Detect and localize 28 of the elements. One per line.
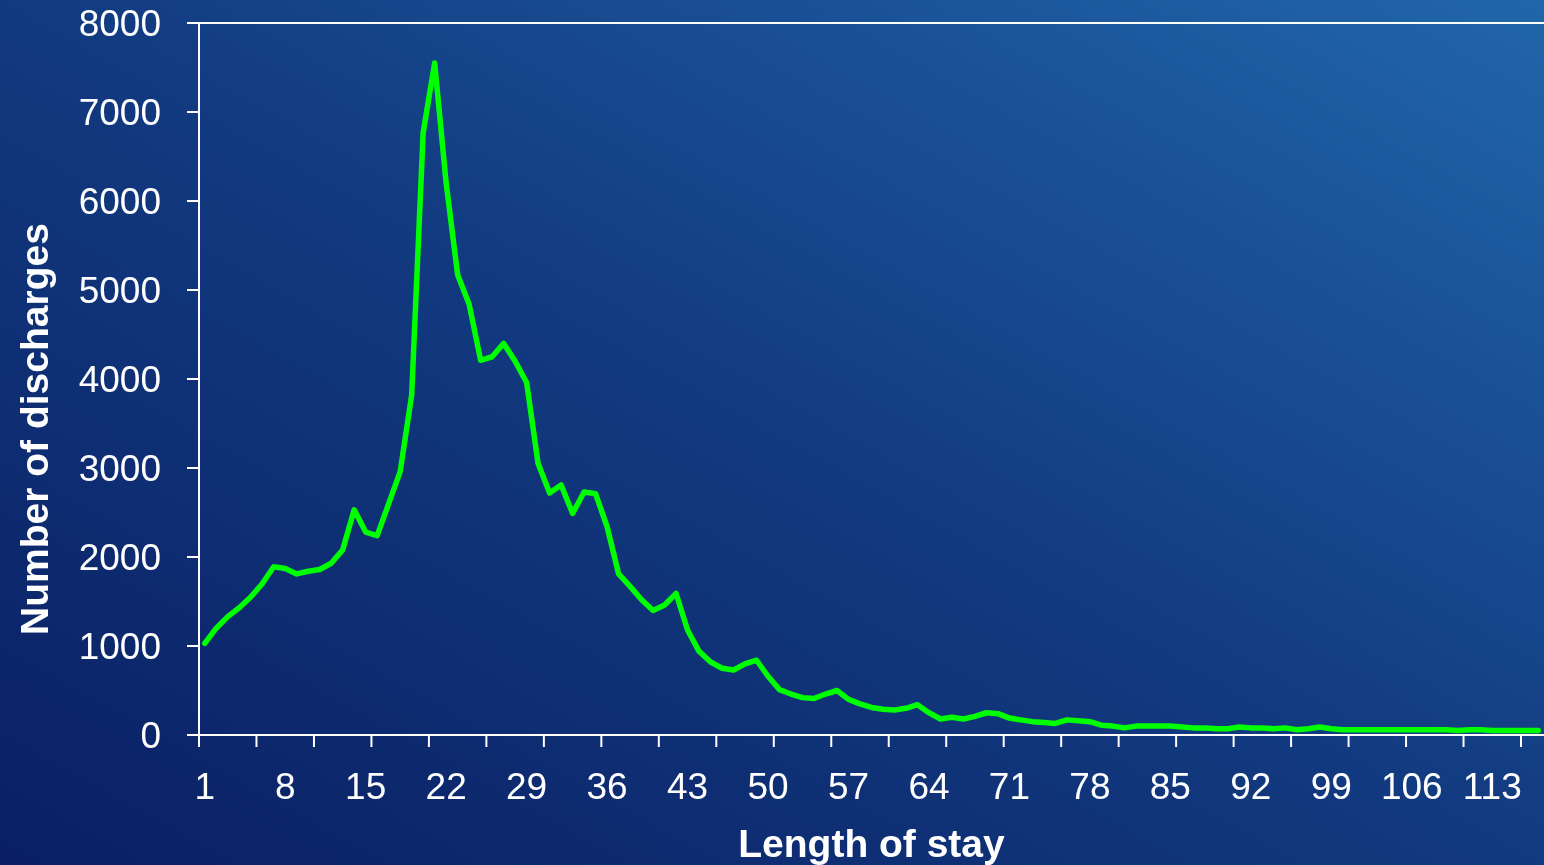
y-axis-title: Number of discharges — [13, 223, 56, 635]
x-axis-title: Length of stay — [738, 822, 1006, 865]
x-tick-label: 106 — [1380, 766, 1443, 807]
x-tick-label: 36 — [586, 766, 628, 807]
y-tick-label: 5000 — [78, 269, 161, 311]
y-tick-label: 6000 — [78, 180, 161, 222]
y-tick-label: 1000 — [78, 625, 161, 667]
x-tick-label: 64 — [908, 766, 950, 807]
y-tick-label: 2000 — [78, 536, 161, 578]
x-tick-label: 78 — [1069, 766, 1111, 807]
x-tick-label: 43 — [666, 766, 709, 807]
x-tick-label: 1 — [194, 766, 216, 807]
x-tick-label: 22 — [425, 766, 467, 807]
y-tick-label: 0 — [140, 714, 161, 756]
y-tick-label: 4000 — [78, 358, 161, 400]
x-tick-label: 57 — [827, 766, 870, 807]
x-tick-label: 85 — [1149, 766, 1191, 807]
x-tick-label: 8 — [274, 766, 296, 807]
y-tick-label: 7000 — [78, 91, 161, 133]
x-tick-label: 113 — [1462, 766, 1522, 807]
y-tick-label: 3000 — [78, 447, 161, 489]
x-tick-label: 92 — [1230, 766, 1272, 807]
x-tick-label: 29 — [506, 766, 548, 807]
x-tick-label: 50 — [747, 766, 789, 807]
x-tick-label: 15 — [345, 766, 387, 807]
y-tick-label: 8000 — [78, 2, 161, 44]
x-tick-label: 99 — [1310, 766, 1352, 807]
x-tick-label: 71 — [988, 766, 1031, 807]
